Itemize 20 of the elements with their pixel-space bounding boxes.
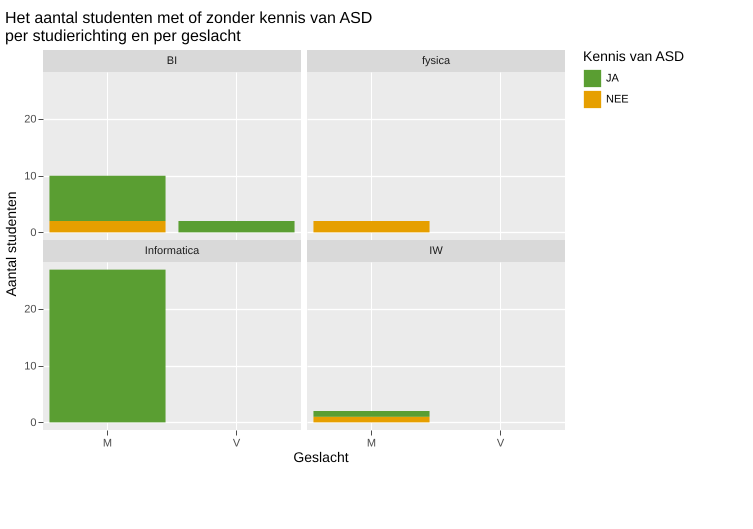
text: Het aantal studenten met of zonder kennis van ASD per studierichting en per geslacht [5, 10, 372, 45]
chart-title: fysica [422, 55, 451, 67]
y-tick-label: 10 [24, 170, 36, 182]
x-axis-title: Geslacht [293, 449, 349, 465]
chart-title: Informatica [144, 245, 200, 257]
legend-title: Kennis van ASD [583, 48, 684, 64]
y-tick-label: 20 [24, 304, 36, 316]
y-tick-label: 10 [24, 360, 36, 372]
x-tick-label: M [366, 438, 376, 450]
chart-title: IW [429, 245, 444, 257]
y-tick-label: 20 [24, 114, 36, 126]
x-tick-label: M [102, 438, 112, 450]
y-tick-label: 0 [30, 416, 36, 429]
x-tick-label: V [496, 438, 505, 450]
y-tick-label: 0 [30, 226, 36, 239]
x-tick-label: V [232, 438, 241, 450]
chart-title: BI [166, 55, 178, 67]
y-axis-title: Aantal studenten [3, 191, 19, 297]
legend-label: JA [606, 72, 620, 84]
legend-label: NEE [606, 94, 629, 106]
